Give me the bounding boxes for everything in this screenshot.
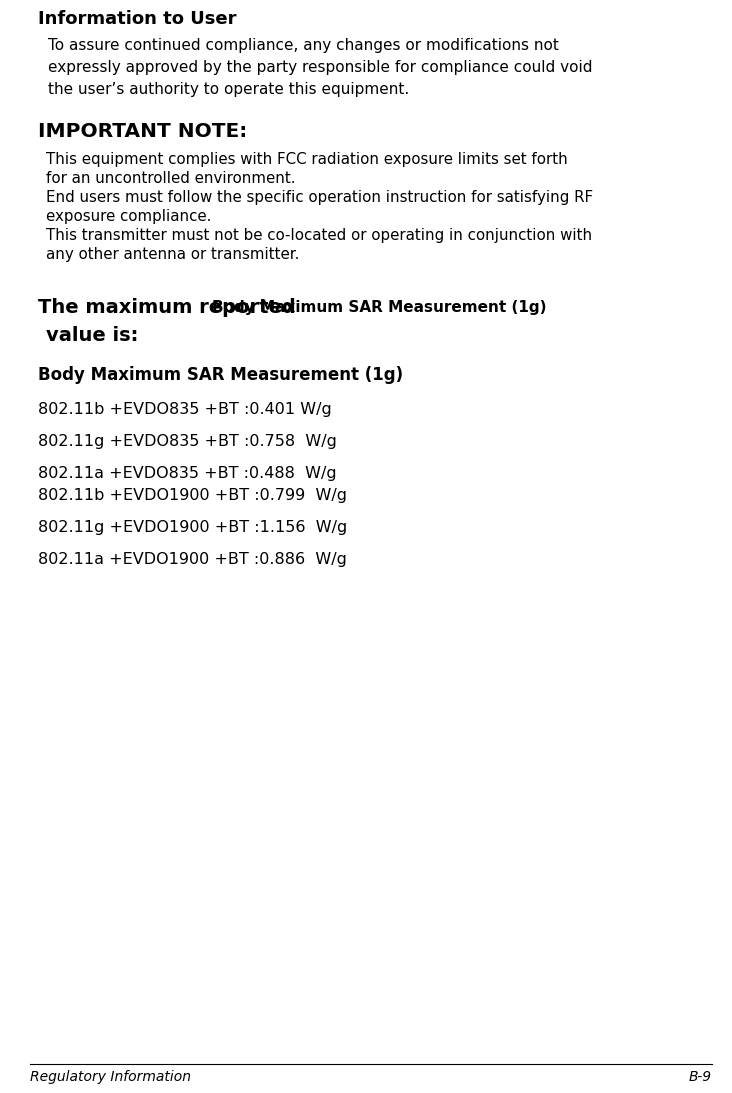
Text: Body Maximum SAR Measurement (1g): Body Maximum SAR Measurement (1g)	[38, 366, 403, 384]
Text: exposure compliance.: exposure compliance.	[46, 209, 212, 224]
Text: Body Maximum SAR Measurement (1g): Body Maximum SAR Measurement (1g)	[212, 299, 547, 315]
Text: 802.11a +EVDO835 +BT :0.488  W/g: 802.11a +EVDO835 +BT :0.488 W/g	[38, 466, 337, 481]
Text: B-9: B-9	[689, 1070, 712, 1084]
Text: 802.11g +EVDO835 +BT :0.758  W/g: 802.11g +EVDO835 +BT :0.758 W/g	[38, 434, 337, 449]
Text: for an uncontrolled environment.: for an uncontrolled environment.	[46, 171, 296, 186]
Text: 802.11b +EVDO1900 +BT :0.799  W/g: 802.11b +EVDO1900 +BT :0.799 W/g	[38, 487, 347, 503]
Text: any other antenna or transmitter.: any other antenna or transmitter.	[46, 247, 299, 262]
Text: Regulatory Information: Regulatory Information	[30, 1070, 191, 1084]
Text: IMPORTANT NOTE:: IMPORTANT NOTE:	[38, 122, 247, 141]
Text: End users must follow the specific operation instruction for satisfying RF: End users must follow the specific opera…	[46, 190, 593, 205]
Text: the user’s authority to operate this equipment.: the user’s authority to operate this equ…	[48, 82, 409, 97]
Text: This transmitter must not be co-located or operating in conjunction with: This transmitter must not be co-located …	[46, 228, 592, 243]
Text: 802.11b +EVDO835 +BT :0.401 W/g: 802.11b +EVDO835 +BT :0.401 W/g	[38, 402, 332, 418]
Text: 802.11a +EVDO1900 +BT :0.886  W/g: 802.11a +EVDO1900 +BT :0.886 W/g	[38, 552, 347, 567]
Text: expressly approved by the party responsible for compliance could void: expressly approved by the party responsi…	[48, 60, 592, 75]
Text: Information to User: Information to User	[38, 10, 236, 28]
Text: 802.11g +EVDO1900 +BT :1.156  W/g: 802.11g +EVDO1900 +BT :1.156 W/g	[38, 520, 347, 534]
Text: The maximum reported: The maximum reported	[38, 298, 302, 317]
Text: To assure continued compliance, any changes or modifications not: To assure continued compliance, any chan…	[48, 38, 559, 52]
Text: value is:: value is:	[46, 326, 138, 345]
Text: This equipment complies with FCC radiation exposure limits set forth: This equipment complies with FCC radiati…	[46, 152, 568, 167]
